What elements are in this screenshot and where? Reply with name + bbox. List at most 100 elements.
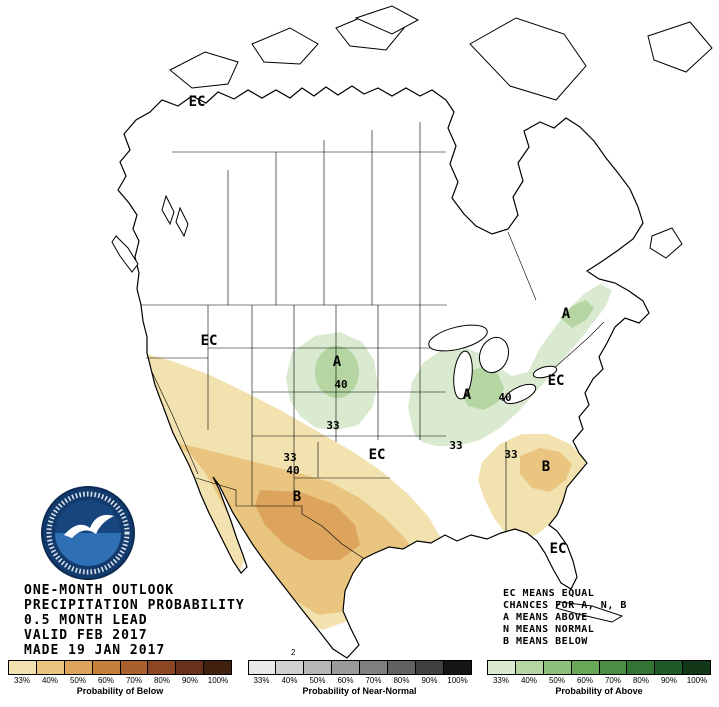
colorbar-cell <box>683 661 710 674</box>
colorbar-tick-label: 70% <box>125 676 142 685</box>
lake-michigan <box>453 350 473 400</box>
colorbar-below-ticks: 33% 40% 50% 60% 70% 80% 90% 100% <box>8 676 232 685</box>
title-line-lead: 0.5 MONTH LEAD <box>24 613 148 628</box>
map-contour-40-southwest: 40 <box>286 464 299 477</box>
baffin-island <box>469 17 587 101</box>
colorbar-tick-label: 100% <box>686 676 708 685</box>
colorbar-tick-label: 50% <box>548 676 565 685</box>
colorbar-tick-label: 70% <box>365 676 382 685</box>
cuba <box>555 601 624 623</box>
colorbar-tick-label: 60% <box>337 676 354 685</box>
legend-note-line-5: B MEANS BELOW <box>503 636 588 647</box>
political-borders <box>141 122 605 559</box>
us-mexico-border <box>195 477 364 559</box>
colorbar-cell <box>276 661 305 674</box>
map-label-a-northeast: A <box>562 306 571 322</box>
lake-ontario <box>532 365 558 379</box>
title-line-made: MADE 19 JAN 2017 <box>24 643 166 658</box>
map-labels: EC EC EC EC EC A 40 33 A 40 33 A 33 40 B… <box>189 94 571 557</box>
lake-superior <box>428 324 488 352</box>
colorbar-cell <box>248 661 277 674</box>
colorbar-tick-label: 90% <box>421 676 438 685</box>
colorbar-cell <box>9 661 37 674</box>
colorbar-cell <box>415 661 444 674</box>
noaa-seal-sea <box>55 533 121 566</box>
colorbar-cell <box>387 661 416 674</box>
map-contour-33-southwest: 33 <box>283 451 296 464</box>
great-lakes <box>428 324 558 405</box>
probability-colorbars: 33% 40% 50% 60% 70% 80% 90% 100% Probability of… <box>0 660 719 696</box>
colorbar-cell <box>443 661 471 674</box>
greenland-edge <box>647 21 713 73</box>
colorbar-above-ticks: 33% 40% 50% 60% 70% 80% 90% 100% <box>487 676 711 685</box>
map-contour-33-lakes: 33 <box>449 439 462 452</box>
state-borders-vertical <box>207 305 421 506</box>
legend-note-line-3: A MEANS ABOVE <box>503 612 588 623</box>
arctic-island-2 <box>251 27 319 65</box>
title-line-variable: PRECIPITATION PROBABILITY <box>24 598 245 613</box>
title-line-outlook: ONE-MONTH OUTLOOK <box>24 583 175 598</box>
colorbar-cell <box>599 661 628 674</box>
map-contour-40-lakes: 40 <box>498 391 511 404</box>
map-label-ec-canada: EC <box>189 94 206 110</box>
colorbar-cell <box>571 661 600 674</box>
state-borders-horizontal <box>146 347 507 532</box>
arctic-island-4 <box>354 5 420 35</box>
above-normal-region-lakes-33 <box>408 284 612 446</box>
above-normal-region-northeast-40 <box>560 300 594 328</box>
colorbar-cell <box>515 661 544 674</box>
map-label-ec-eastcoast: EC <box>548 373 565 389</box>
legend-note-line-4: N MEANS NORMAL <box>503 624 595 635</box>
title-block: ONE-MONTH OUTLOOK PRECIPITATION PROBABIL… <box>24 583 245 658</box>
colorbar-tick-label: 90% <box>181 676 198 685</box>
below-normal-region-southwest-core <box>255 490 360 560</box>
map-contour-33-plains: 33 <box>326 419 339 432</box>
colorbar-near-normal: 33% 40% 50% 60% 70% 80% 90% 100% Probability of… <box>247 660 472 696</box>
map-label-ec-florida: EC <box>550 541 567 557</box>
colorbar-cell <box>360 661 388 674</box>
colorbar-cell <box>204 661 231 674</box>
colorbar-tick-label: 60% <box>97 676 114 685</box>
map-label-a-lakes: A <box>463 387 472 403</box>
lake-erie <box>503 383 537 405</box>
colorbar-tick-label: 80% <box>153 676 170 685</box>
above-normal-region-plains-40 <box>315 346 359 398</box>
map-label-ec-central: EC <box>369 447 386 463</box>
title-line-valid: VALID FEB 2017 <box>24 628 148 643</box>
colorbar-tick-label: 40% <box>520 676 537 685</box>
stray-glyph: 2 <box>291 648 296 657</box>
lake-huron <box>478 336 510 374</box>
legend-note-line-2: CHANCES FOR A, N, B <box>503 600 627 611</box>
colorbar-tick-label: 33% <box>13 676 30 685</box>
colorbar-cell <box>64 661 93 674</box>
province-borders <box>172 122 537 305</box>
colorbar-near-normal-caption: Probability of Near-Normal <box>302 686 417 696</box>
colorbar-near-normal-ticks: 33% 40% 50% 60% 70% 80% 90% 100% <box>248 676 472 685</box>
legend-note: EC MEANS EQUAL CHANCES FOR A, N, B A MEA… <box>503 588 627 648</box>
colorbar-cell <box>36 661 65 674</box>
colorbar-cell <box>488 661 516 674</box>
islands <box>111 5 713 623</box>
colorbar-above: 33% 40% 50% 60% 70% 80% 90% 100% Probability of… <box>487 660 711 696</box>
colorbar-tick-label: 90% <box>660 676 677 685</box>
colorbar-tick-label: 33% <box>253 676 270 685</box>
colorbar-cell <box>120 661 149 674</box>
colorbar-tick-label: 80% <box>632 676 649 685</box>
colorbar-near-normal-cells <box>247 660 472 675</box>
colorbar-cell <box>627 661 656 674</box>
colorbar-below-caption: Probability of Below <box>76 686 164 696</box>
map-label-b-southwest: B <box>293 489 301 505</box>
newfoundland <box>649 227 683 259</box>
colorbar-tick-label: 70% <box>604 676 621 685</box>
colorbar-cell <box>655 661 684 674</box>
colorbar-tick-label: 50% <box>69 676 86 685</box>
map-contour-33-southeast: 33 <box>504 448 517 461</box>
alaska-panhandle-island-1 <box>161 194 175 226</box>
map-label-ec-northwest: EC <box>201 333 218 349</box>
colorbar-cell <box>176 661 205 674</box>
colorbar-above-caption: Probability of Above <box>555 686 643 696</box>
noaa-seal-ring-text <box>46 491 130 575</box>
alaska-panhandle-island-2 <box>175 206 189 238</box>
colorbar-cell <box>304 661 333 674</box>
